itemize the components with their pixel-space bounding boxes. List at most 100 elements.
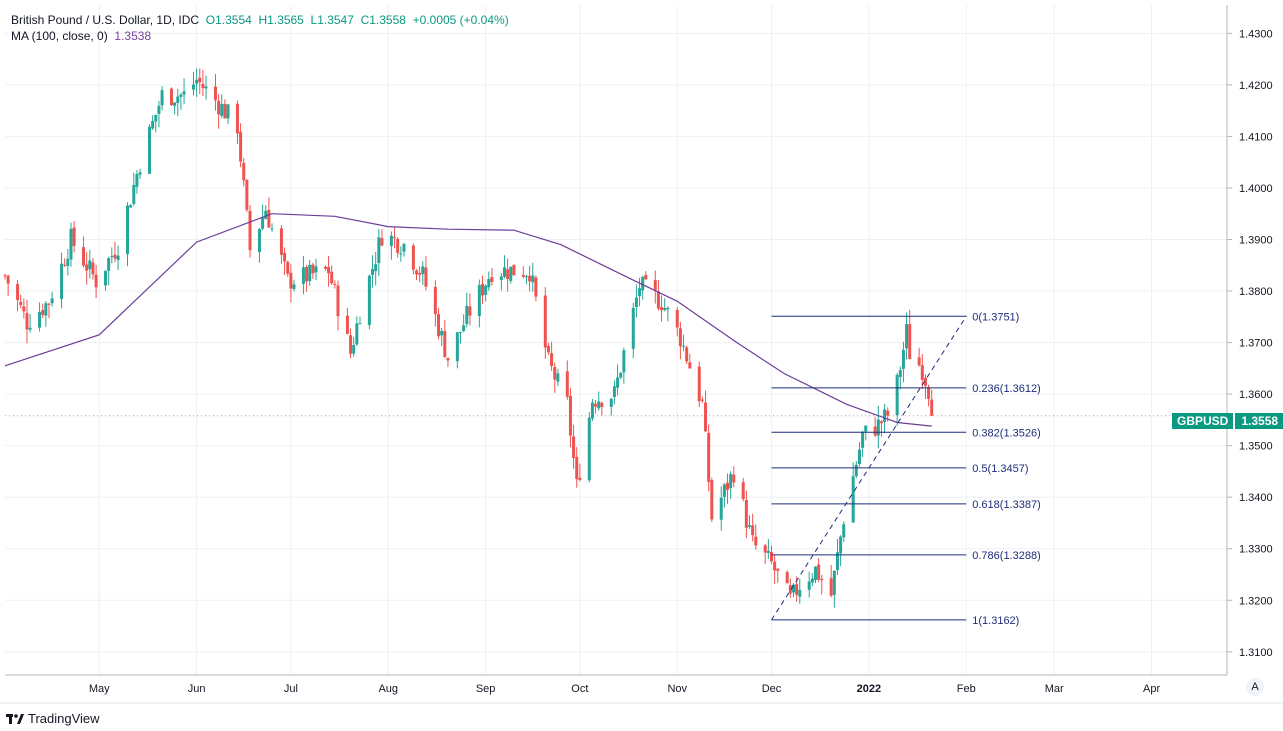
candle-body <box>810 578 814 583</box>
tradingview-logo[interactable]: TradingView <box>6 711 100 726</box>
y-tick-label: 1.4200 <box>1239 80 1273 92</box>
candle <box>465 292 469 328</box>
candle-body <box>223 103 227 119</box>
candle-body <box>198 77 202 83</box>
candle <box>433 280 437 327</box>
candle-body <box>851 476 855 523</box>
candle <box>50 291 54 307</box>
candle <box>622 347 626 384</box>
candle <box>609 397 613 416</box>
candle-body <box>311 264 315 274</box>
candle <box>857 442 861 467</box>
candle-body <box>854 464 858 477</box>
candle <box>257 228 261 263</box>
candle-body <box>377 237 381 264</box>
candle <box>543 287 547 359</box>
candle-body <box>616 377 620 388</box>
candle <box>898 366 902 390</box>
candle <box>323 265 327 271</box>
candle-body <box>609 398 613 407</box>
candle-body <box>38 312 42 328</box>
candle-body <box>264 210 268 219</box>
candle-body <box>443 331 447 357</box>
x-tick-label: Jul <box>284 683 298 695</box>
candle-body <box>857 449 861 465</box>
candle <box>110 247 114 264</box>
candle <box>443 320 447 358</box>
fib-trend-line <box>771 316 967 621</box>
candle <box>600 401 604 416</box>
candle-body <box>107 258 111 271</box>
y-tick-label: 1.4100 <box>1239 131 1273 143</box>
candle-body <box>710 480 714 520</box>
candle <box>154 114 158 133</box>
candle-body <box>597 401 601 409</box>
candle-body <box>195 79 199 84</box>
y-tick-label: 1.3500 <box>1239 441 1273 453</box>
candle-body <box>572 436 576 458</box>
candle <box>575 447 579 488</box>
candle-body <box>314 266 318 273</box>
candle <box>807 571 811 598</box>
candle <box>854 461 858 479</box>
candle <box>421 261 425 285</box>
candle <box>380 229 384 247</box>
auto-scale-button[interactable]: A <box>1246 678 1264 696</box>
candle-body <box>795 584 799 595</box>
x-tick-label: Feb <box>957 683 976 695</box>
candle-body <box>898 370 902 377</box>
candle-body <box>349 335 353 354</box>
candle <box>132 172 136 206</box>
ma-line <box>4 213 932 427</box>
candle <box>424 256 428 291</box>
candle <box>487 271 491 291</box>
candle <box>744 490 748 539</box>
candle-body <box>462 325 466 332</box>
candle-body <box>788 585 792 594</box>
candle <box>842 521 846 543</box>
candle <box>248 204 252 258</box>
candle <box>631 302 635 359</box>
candle-body <box>612 386 616 397</box>
ma-value: 1.3538 <box>114 29 152 43</box>
candle-body <box>389 235 393 247</box>
candle <box>126 202 130 267</box>
candle-body <box>553 367 557 380</box>
candle-body <box>732 474 736 483</box>
candle-body <box>839 536 843 554</box>
candle-body <box>25 313 29 330</box>
candle <box>480 275 484 304</box>
candle-body <box>719 497 723 520</box>
low-value: L1.3547 <box>310 13 354 27</box>
candle-body <box>91 262 95 275</box>
candle <box>333 280 337 289</box>
x-tick-label: May <box>89 683 110 695</box>
candle <box>327 256 331 287</box>
candle <box>521 266 525 279</box>
candle-body <box>568 395 572 436</box>
candle-body <box>634 297 638 307</box>
candle <box>283 247 287 276</box>
candle <box>873 416 877 438</box>
candle-body <box>556 373 560 382</box>
candle-body <box>766 550 770 553</box>
candle-body <box>418 272 422 275</box>
candle <box>286 260 290 277</box>
candle <box>663 298 667 312</box>
candle <box>879 419 883 437</box>
candle <box>785 570 789 584</box>
candle-body <box>173 102 177 106</box>
candle-body <box>905 324 909 349</box>
candle-body <box>600 402 604 408</box>
candle <box>235 100 239 145</box>
candle-body <box>22 306 26 312</box>
candle-body <box>437 314 441 337</box>
candle-body <box>917 357 921 366</box>
candle-body <box>88 260 92 270</box>
candle <box>358 316 362 325</box>
candle <box>176 88 180 117</box>
candle-body <box>116 255 120 260</box>
open-value: O1.3554 <box>205 13 252 27</box>
candle <box>788 578 792 598</box>
